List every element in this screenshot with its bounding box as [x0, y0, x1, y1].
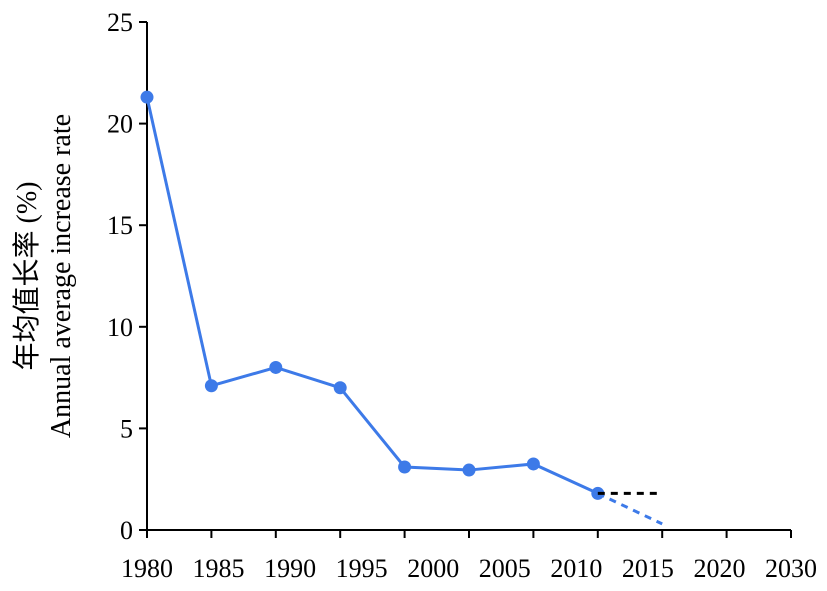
series-line — [145, 96, 599, 495]
y-tick-label: 15 — [107, 211, 133, 240]
data-point-marker — [333, 381, 347, 395]
series-layer — [140, 90, 663, 526]
data-point-marker — [462, 463, 476, 477]
axes — [146, 22, 791, 531]
data-point-marker — [204, 379, 218, 393]
y-tick-label: 20 — [107, 110, 133, 139]
x-tick-label: 1980 — [121, 554, 173, 583]
y-tick-label: 0 — [120, 516, 133, 545]
data-point-marker — [140, 90, 154, 104]
y-axis-title-line-2: Annual average increase rate — [46, 114, 77, 438]
x-tick-label: 2020 — [693, 554, 745, 583]
y-axis-title-line-1: 年均值长率 (%) — [11, 182, 43, 371]
x-tick-label: 2010 — [550, 554, 602, 583]
x-tick-label: 2000 — [407, 554, 459, 583]
x-tick-label: 1985 — [193, 554, 245, 583]
x-tick-label: 2030 — [765, 554, 817, 583]
y-ticks: 0 5 10 15 20 25 — [107, 8, 147, 545]
y-tick-label: 10 — [107, 313, 133, 342]
y-tick-label: 5 — [120, 414, 133, 443]
dashed-series-line — [597, 492, 663, 526]
data-point-marker — [269, 360, 283, 374]
y-tick-label: 25 — [107, 8, 133, 37]
x-ticks: 1980 1985 1990 1995 2000 2005 2010 2015 2020 2030 — [121, 530, 817, 583]
x-tick-label: 1995 — [336, 554, 388, 583]
data-point-marker — [398, 460, 412, 474]
data-point-marker — [526, 457, 540, 471]
y-axis-title: 年均值长率 (%) Annual average increase rate — [11, 114, 77, 438]
x-tick-label: 2015 — [622, 554, 674, 583]
x-tick-label: 1990 — [264, 554, 316, 583]
x-tick-label: 2005 — [479, 554, 531, 583]
